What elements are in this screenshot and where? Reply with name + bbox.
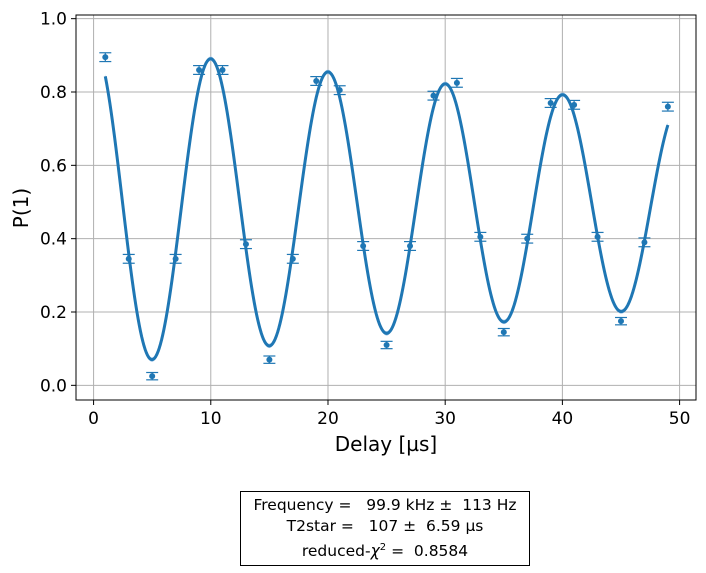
frequency-line: Frequency = 99.9 kHz ± 113 Hz bbox=[253, 496, 517, 514]
grid-lines bbox=[76, 15, 696, 400]
data-point bbox=[360, 243, 367, 249]
data-point bbox=[336, 87, 343, 94]
data-point bbox=[196, 67, 203, 73]
data-point bbox=[641, 239, 648, 246]
error-bars bbox=[99, 52, 674, 381]
data-point bbox=[453, 79, 460, 86]
chart: 0 10 20 30 40 50 0.0 0.2 0.4 0.6 0.8 1.0 Delay [µs]… bbox=[9, 10, 697, 456]
plot-frame bbox=[75, 14, 697, 401]
y-tick-label: 0.6 bbox=[40, 156, 67, 176]
data-point bbox=[617, 318, 624, 325]
data-point bbox=[313, 78, 320, 84]
y-axis-label: P(1) bbox=[9, 188, 33, 228]
data-point bbox=[383, 342, 390, 348]
y-tick-label: 1.0 bbox=[40, 10, 67, 30]
data-point bbox=[571, 101, 578, 108]
x-tick-label: 50 bbox=[669, 409, 691, 429]
axis-ticks: 0 10 20 30 40 50 0.0 0.2 0.4 0.6 0.8 1.0 bbox=[40, 10, 690, 429]
data-points bbox=[102, 54, 671, 380]
chi-exponent: 2 bbox=[379, 542, 387, 553]
x-tick-label: 30 bbox=[434, 409, 456, 429]
x-tick-label: 0 bbox=[88, 409, 99, 429]
y-tick-label: 0.8 bbox=[40, 83, 67, 103]
fit-band bbox=[105, 56, 668, 362]
data-point bbox=[219, 67, 226, 73]
x-tick-label: 20 bbox=[317, 409, 339, 429]
fit-report-box: Frequency = 99.9 kHz ± 113 Hz T2star = 1… bbox=[240, 491, 530, 566]
reduced-chi2-prefix: reduced- bbox=[301, 542, 371, 561]
x-tick-label: 10 bbox=[200, 409, 222, 429]
reduced-chi2-value: = 0.8584 bbox=[386, 542, 469, 561]
data-point bbox=[500, 329, 507, 336]
reduced-chi2-line: reduced-χ2 = 0.8584 bbox=[241, 537, 529, 562]
fit-confidence-band bbox=[105, 56, 668, 362]
chi-symbol: χ bbox=[370, 542, 380, 561]
data-point bbox=[149, 373, 156, 380]
y-tick-label: 0.4 bbox=[40, 230, 67, 250]
y-tick-label: 0.0 bbox=[40, 376, 67, 396]
data-point bbox=[289, 255, 296, 262]
data-point bbox=[477, 233, 484, 240]
data-point bbox=[594, 233, 601, 240]
fit-curve-layer bbox=[103, 57, 670, 362]
data-point bbox=[172, 255, 179, 262]
data-point bbox=[524, 235, 531, 242]
data-point bbox=[242, 241, 249, 248]
data-point bbox=[407, 243, 414, 249]
data-point bbox=[102, 54, 109, 61]
data-point bbox=[547, 100, 554, 106]
t2star-line: T2star = 107 ± 6.59 µs bbox=[286, 517, 484, 535]
y-tick-label: 0.2 bbox=[40, 303, 67, 323]
data-point bbox=[664, 103, 671, 110]
x-tick-label: 40 bbox=[552, 409, 574, 429]
data-point bbox=[266, 356, 273, 363]
data-point bbox=[430, 92, 437, 99]
data-point bbox=[125, 255, 132, 262]
fit-curve bbox=[103, 57, 670, 362]
x-axis-label: Delay [µs] bbox=[335, 432, 437, 456]
